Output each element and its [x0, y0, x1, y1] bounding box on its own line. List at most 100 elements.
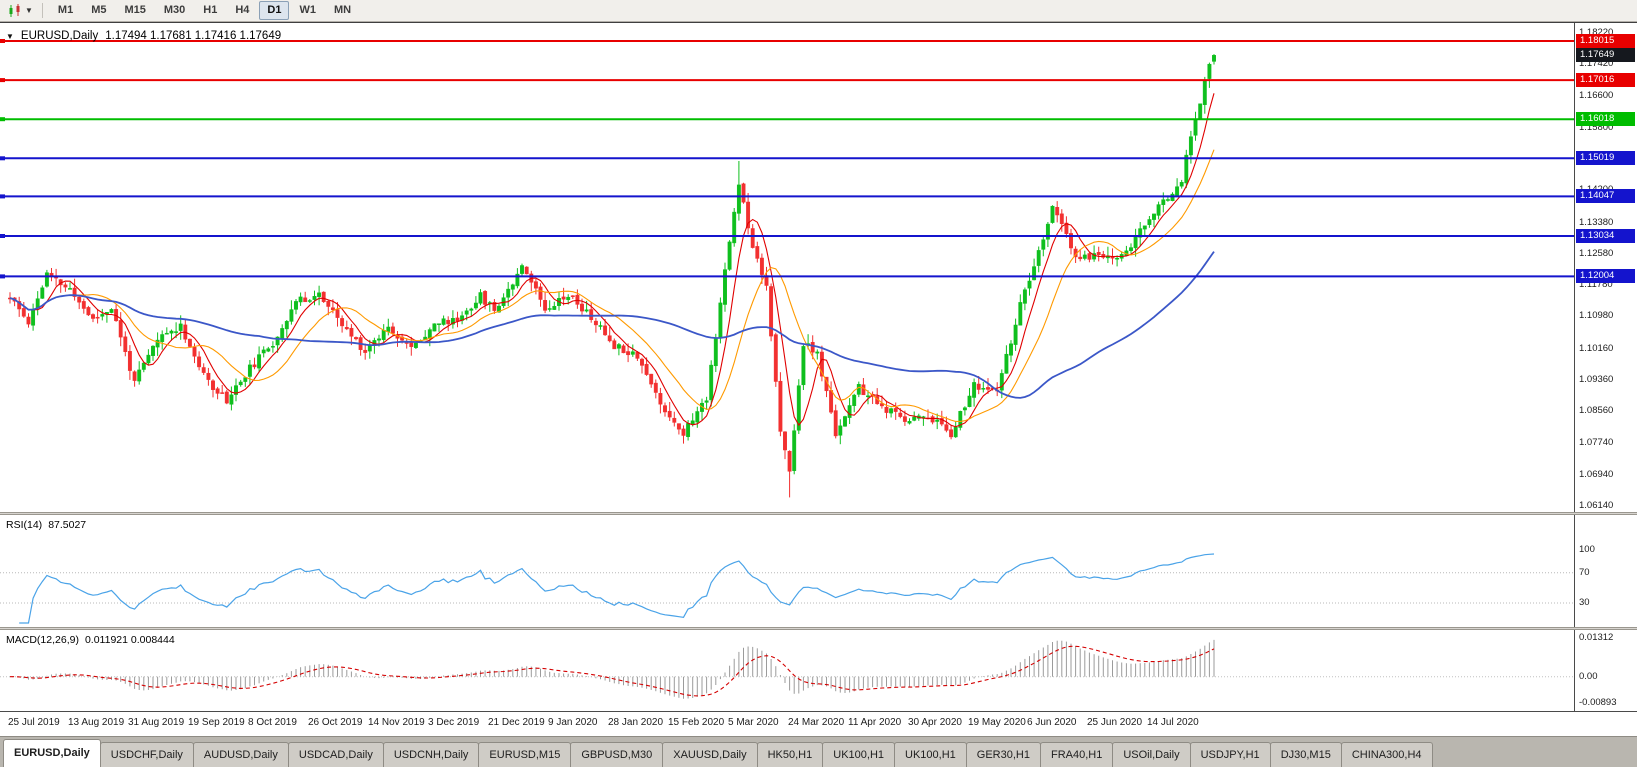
tf-button-m15[interactable]: M15	[124, 4, 146, 16]
chart-tab-eurusd-daily[interactable]: EURUSD,Daily	[3, 739, 101, 767]
date-axis-label: 11 Apr 2020	[848, 717, 902, 728]
tf-button-w1[interactable]: W1	[299, 4, 316, 16]
chart-tab-dj30-m15[interactable]: DJ30,M15	[1269, 742, 1342, 767]
macd-panel: 0.01312 0.00 -0.00893 MACD(12,26,9) 0.0119…	[0, 630, 1637, 711]
price-level-tag: 1.15019	[1576, 151, 1635, 165]
macd-plot[interactable]	[0, 630, 1575, 711]
chart-tab-xauusd-daily[interactable]: XAUUSD,Daily	[662, 742, 758, 767]
panel-divider[interactable]	[0, 627, 1637, 630]
rsi-value: 87.5027	[48, 519, 87, 531]
date-axis-label: 9 Jan 2020	[548, 717, 598, 728]
chart-tab-fra40-h1[interactable]: FRA40,H1	[1039, 742, 1114, 767]
price-axis-label: 1.08560	[1579, 405, 1614, 416]
price-level-tag: 1.12004	[1576, 269, 1635, 283]
date-axis-label: 15 Feb 2020	[668, 717, 725, 728]
macd-histogram	[14, 639, 1215, 699]
moving-average-14[interactable]	[9, 149, 1215, 422]
date-axis[interactable]: 25 Jul 2019 13 Aug 2019 31 Aug 2019 19 Sep …	[0, 711, 1637, 736]
chart-tab-audusd-daily[interactable]: AUDUSD,Daily	[192, 742, 289, 767]
chart-tab-eurusd-m15[interactable]: EURUSD,M15	[478, 742, 572, 767]
chart-tab-usdjpy-h1[interactable]: USDJPY,H1	[1189, 742, 1271, 767]
chart-tab-usdcad-daily[interactable]: USDCAD,Daily	[287, 742, 384, 767]
main-chart-panel: 1.182201.174201.166001.158001.150001.142…	[0, 22, 1637, 513]
level-handle[interactable]	[0, 156, 5, 161]
tf-button-mn[interactable]: MN	[333, 4, 352, 16]
price-axis-label: 1.11780	[1579, 279, 1613, 290]
date-axis-label: 30 Apr 2020	[908, 717, 962, 728]
moving-average-6[interactable]	[9, 93, 1215, 428]
price-axis-label: 1.06940	[1579, 469, 1614, 480]
tf-button-h4[interactable]: H4	[235, 4, 250, 16]
current-price-tag: 1.17649	[1576, 48, 1635, 62]
chart-tab-usdcnh-daily[interactable]: USDCNH,Daily	[382, 742, 480, 767]
date-axis-label: 26 Oct 2019	[308, 717, 363, 728]
main-chart-plot[interactable]	[0, 23, 1575, 513]
timeframe-toolbar: ▼ M1 M5 M15 M30 H1 H4 D1 W1 MN	[0, 0, 1637, 22]
tf-button-d1[interactable]: D1	[259, 1, 290, 20]
ohlc-values: 1.17494 1.17681 1.17416 1.17649	[105, 30, 282, 42]
timeframe-buttons: M1 M5 M15 M30 H1 H4 D1 W1 MN	[49, 1, 360, 20]
chart-tab-usdchf-daily[interactable]: USDCHF,Daily	[99, 742, 194, 767]
chart-type-button[interactable]: ▼	[4, 3, 36, 19]
level-handle[interactable]	[0, 194, 5, 199]
price-axis-label: 1.18220	[1579, 27, 1614, 38]
rsi-scale-label: 30	[1579, 597, 1590, 608]
level-handle[interactable]	[0, 78, 5, 83]
date-axis-label: 8 Oct 2019	[248, 717, 297, 728]
chart-tab-usoil-daily[interactable]: USOil,Daily	[1112, 742, 1191, 767]
chart-tab-ger30-h1[interactable]: GER30,H1	[965, 742, 1041, 767]
price-level-tag: 1.14047	[1576, 189, 1635, 203]
price-axis[interactable]: 1.182201.174201.166001.158001.150001.142…	[1574, 23, 1637, 513]
date-axis-label: 3 Dec 2019	[428, 717, 480, 728]
price-axis-label: 1.17420	[1579, 58, 1614, 69]
chart-title: ▼ EURUSD,Daily 1.17494 1.17681 1.17416 1…	[6, 30, 281, 42]
date-axis-label: 13 Aug 2019	[68, 717, 125, 728]
level-handle[interactable]	[0, 117, 5, 122]
price-axis-label: 1.06140	[1579, 500, 1614, 511]
macd-scale-label: -0.00893	[1579, 697, 1617, 708]
price-axis-label: 1.07740	[1579, 437, 1614, 448]
date-axis-label: 31 Aug 2019	[128, 717, 185, 728]
price-axis-label: 1.09360	[1579, 374, 1614, 385]
date-axis-label: 14 Nov 2019	[368, 717, 425, 728]
date-axis-label: 14 Jul 2020	[1147, 717, 1199, 728]
chart-tab-uk100-h1[interactable]: UK100,H1	[894, 742, 967, 767]
macd-name: MACD(12,26,9)	[6, 634, 79, 646]
rsi-label: RSI(14) 87.5027	[6, 519, 86, 531]
level-handle[interactable]	[0, 39, 5, 43]
macd-values: 0.011921 0.008444	[84, 634, 175, 646]
price-level-tag: 1.13034	[1576, 229, 1635, 243]
price-axis-label: 1.16600	[1579, 90, 1614, 101]
chart-tab-gbpusd-m30[interactable]: GBPUSD,M30	[570, 742, 664, 767]
rsi-name: RSI(14)	[6, 519, 43, 531]
level-handle[interactable]	[0, 274, 5, 279]
chart-tab-uk100-h1[interactable]: UK100,H1	[822, 742, 896, 767]
price-axis-label: 1.15800	[1579, 122, 1614, 133]
tf-button-m5[interactable]: M5	[91, 4, 107, 16]
level-handle[interactable]	[0, 234, 5, 238]
rsi-scale-label: 70	[1579, 567, 1590, 578]
date-axis-label: 24 Mar 2020	[788, 717, 845, 728]
tf-button-h1[interactable]: H1	[203, 4, 218, 16]
chart-tab-hk50-h1[interactable]: HK50,H1	[756, 742, 824, 767]
tf-button-m30[interactable]: M30	[163, 4, 186, 16]
date-axis-label: 6 Jun 2020	[1027, 717, 1077, 728]
symbol-marker-icon: ▼	[6, 31, 14, 41]
price-level-tag: 1.18015	[1576, 34, 1635, 48]
date-axis-label: 19 May 2020	[968, 717, 1026, 728]
price-axis-label: 1.10980	[1579, 310, 1614, 321]
price-level-tag: 1.16018	[1576, 112, 1635, 126]
date-axis-label: 28 Jan 2020	[608, 717, 664, 728]
macd-scale-label: 0.01312	[1579, 632, 1614, 643]
candles	[8, 54, 1216, 498]
candlestick-chart-icon	[9, 3, 20, 17]
tf-button-m1[interactable]: M1	[57, 4, 74, 16]
panel-divider[interactable]	[0, 512, 1637, 515]
moving-average-55[interactable]	[9, 251, 1215, 399]
macd-label: MACD(12,26,9) 0.011921 0.008444	[6, 634, 175, 646]
date-axis-label: 5 Mar 2020	[728, 717, 779, 728]
rsi-plot[interactable]	[0, 515, 1575, 627]
chart-tab-china300-h4[interactable]: CHINA300,H4	[1340, 742, 1433, 767]
rsi-line	[19, 553, 1215, 624]
